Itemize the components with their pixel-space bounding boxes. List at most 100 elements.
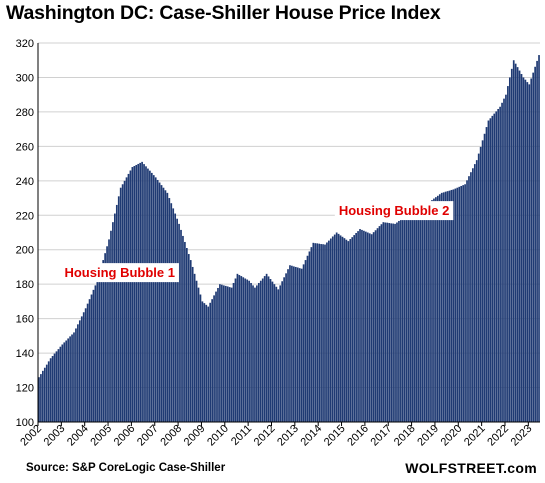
bar: [501, 102, 503, 423]
bar: [238, 275, 241, 422]
bar: [466, 180, 468, 422]
bar: [477, 153, 480, 422]
bar: [174, 213, 177, 422]
bar: [43, 367, 46, 422]
bar: [285, 273, 287, 422]
bar: [316, 243, 319, 422]
bar: [42, 370, 44, 422]
bar: [520, 74, 523, 422]
bar: [489, 118, 492, 423]
bar: [431, 200, 433, 422]
bar: [312, 242, 315, 422]
bar: [411, 211, 414, 422]
bar: [481, 140, 484, 422]
bar: [487, 120, 490, 422]
bar: [287, 269, 289, 422]
bar: [201, 301, 204, 422]
x-tick-label: 2007: [135, 423, 161, 449]
bar: [170, 203, 173, 422]
bar: [96, 280, 99, 422]
x-tick-label: 2008: [158, 423, 184, 449]
annotation-background: [334, 201, 454, 221]
bar: [485, 127, 488, 422]
bar: [372, 232, 375, 422]
bar: [149, 170, 151, 422]
bar: [345, 239, 348, 422]
bar: [380, 224, 383, 422]
bar: [448, 190, 451, 422]
bar: [452, 189, 455, 422]
bar: [189, 260, 192, 422]
bar: [209, 302, 212, 422]
bar: [205, 304, 208, 422]
bar: [265, 273, 268, 422]
bar: [401, 218, 404, 422]
bar: [400, 219, 402, 422]
bar: [516, 67, 519, 423]
bar: [112, 222, 114, 422]
bar: [207, 306, 210, 422]
x-tick-label: 2014: [299, 423, 325, 449]
bar: [440, 192, 443, 422]
bar: [230, 287, 233, 422]
bar: [104, 253, 106, 422]
bar: [242, 277, 245, 422]
bar: [310, 247, 313, 422]
y-tick-label: 260: [16, 141, 34, 153]
bar: [388, 223, 391, 422]
bar: [71, 334, 73, 422]
y-tick-label: 220: [16, 210, 34, 222]
bar: [172, 208, 175, 422]
bar: [222, 285, 225, 422]
bar: [254, 287, 256, 422]
bar: [75, 328, 77, 422]
bar: [359, 229, 361, 422]
bar: [390, 223, 392, 422]
bar: [320, 244, 322, 422]
bar: [538, 55, 540, 423]
bar: [102, 260, 105, 422]
bar: [308, 251, 311, 422]
bar: [409, 213, 412, 422]
bar: [137, 163, 140, 422]
bar: [193, 273, 196, 422]
bar: [259, 280, 262, 422]
bar: [67, 338, 70, 422]
bar: [499, 106, 501, 422]
bar: [166, 192, 169, 422]
bar: [444, 191, 447, 422]
bar: [508, 77, 511, 423]
bar: [415, 209, 418, 422]
bar: [197, 287, 200, 422]
bar: [77, 324, 79, 422]
bar: [456, 187, 459, 422]
bar: [283, 277, 285, 422]
bar: [363, 230, 365, 422]
bar: [53, 353, 56, 422]
bar: [117, 196, 120, 422]
bar: [273, 284, 276, 422]
bar: [164, 190, 167, 422]
bar: [178, 223, 180, 422]
x-tick-label: 2005: [88, 423, 114, 449]
bar: [154, 177, 157, 422]
bar: [78, 320, 81, 422]
bar: [343, 238, 346, 422]
y-tick-label: 240: [16, 176, 34, 188]
chart-title: Washington DC: Case-Shiller House Price …: [6, 2, 441, 24]
bar: [536, 60, 538, 423]
bar: [462, 185, 464, 422]
bar: [133, 166, 136, 422]
bar: [162, 187, 165, 422]
y-tick-label: 300: [16, 72, 34, 84]
bar: [213, 295, 215, 422]
bar: [510, 68, 513, 422]
bar: [199, 294, 202, 422]
bar: [532, 72, 535, 422]
gridlines: [38, 42, 540, 389]
chart-source: Source: S&P CoreLogic Case-Shiller: [26, 462, 226, 474]
bar: [145, 166, 147, 422]
bar: [115, 204, 118, 422]
bar: [421, 206, 424, 422]
